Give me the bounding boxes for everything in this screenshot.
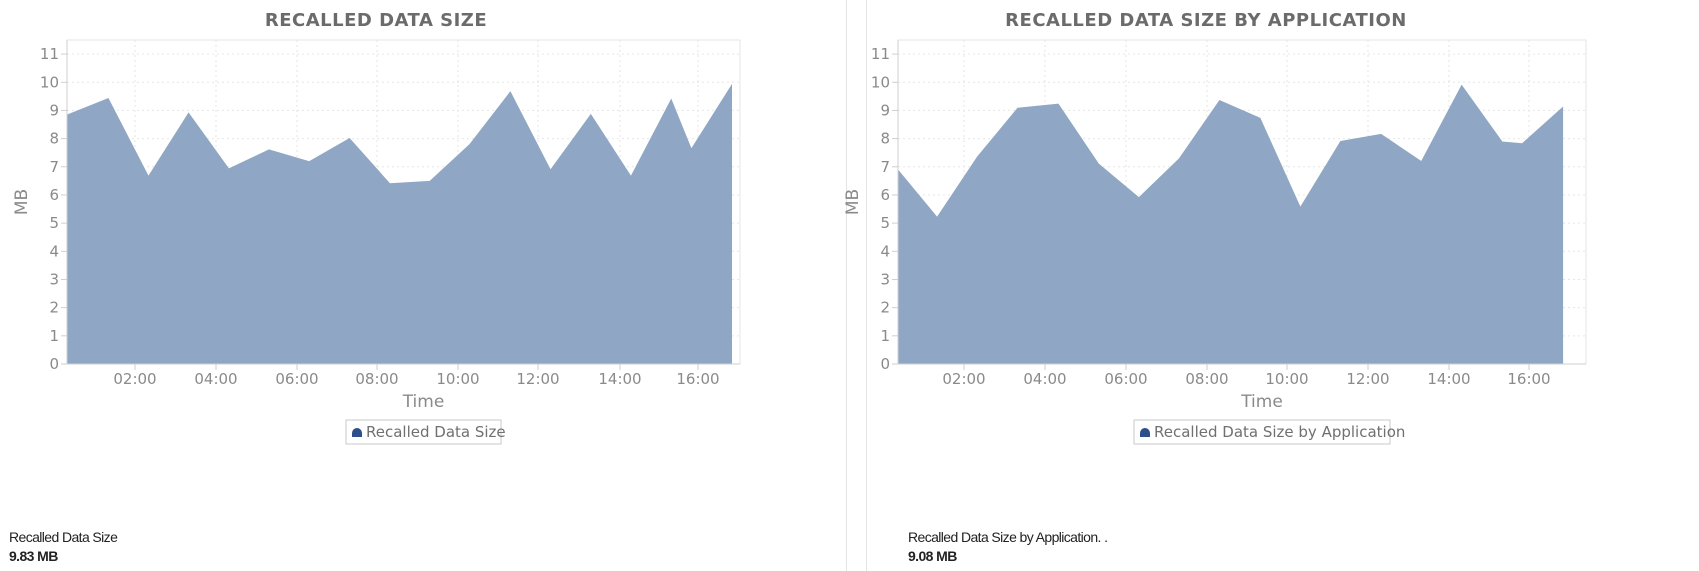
x-tick-label: 10:00 <box>436 370 479 388</box>
x-tick-label: 12:00 <box>516 370 559 388</box>
y-tick-label: 4 <box>880 242 890 260</box>
y-tick-label: 6 <box>49 186 59 204</box>
x-tick-label: 16:00 <box>676 370 719 388</box>
x-tick-label: 14:00 <box>1427 370 1470 388</box>
y-tick-label: 1 <box>49 327 59 345</box>
y-tick-label: 11 <box>871 45 890 63</box>
y-tick-label: 2 <box>49 299 59 317</box>
x-tick-label: 12:00 <box>1346 370 1389 388</box>
summary-recalled-data-size: Recalled Data Size 9.83 MB <box>9 528 118 566</box>
x-axis: 02:00 04:00 06:00 08:00 10:00 12:00 14:00 16:00 <box>898 363 1586 388</box>
x-axis: 02:00 04:00 06:00 08:00 10:00 12:00 14:00 16:00 <box>67 363 740 388</box>
y-tick-label: 7 <box>49 158 59 176</box>
summary-value: 9.08 MB <box>908 548 957 564</box>
y-tick-label: 10 <box>871 73 890 91</box>
chart-title: RECALLED DATA SIZE <box>265 10 487 31</box>
summary-label: Recalled Data Size <box>9 529 118 545</box>
y-tick-label: 7 <box>880 158 890 176</box>
y-tick-label: 8 <box>880 130 890 148</box>
chart-title: RECALLED DATA SIZE BY APPLICATION <box>1005 10 1407 31</box>
x-tick-label: 16:00 <box>1507 370 1550 388</box>
y-tick-label: 5 <box>49 214 59 232</box>
y-axis-label: MB <box>843 189 863 215</box>
chart-panel-recalled-data-size: RECALLED DATA SIZE 0 1 2 3 4 5 6 7 8 9 10 11 02:00 04:… <box>0 0 846 571</box>
legend-box <box>345 419 502 445</box>
y-tick-label: 9 <box>49 101 59 119</box>
legend-marker-icon <box>352 428 362 437</box>
x-tick-label: 04:00 <box>194 370 237 388</box>
y-tick-label: 11 <box>40 45 59 63</box>
summary-label: Recalled Data Size by Application. . <box>908 529 1108 545</box>
y-tick-label: 6 <box>880 186 890 204</box>
chart-recalled-data-size: RECALLED DATA SIZE 0 1 2 3 4 5 6 7 8 9 10 11 02:00 04:… <box>12 10 741 445</box>
area-series-1 <box>897 84 1564 365</box>
y-tick-label: 2 <box>880 299 890 317</box>
x-tick-label: 14:00 <box>598 370 641 388</box>
y-axis-label: MB <box>12 189 32 215</box>
y-tick-label: 8 <box>49 130 59 148</box>
legend: Recalled Data Size <box>345 419 506 445</box>
legend-entry: Recalled Data Size by Application <box>1154 423 1405 441</box>
y-tick-label: 9 <box>880 101 890 119</box>
legend-entry: Recalled Data Size <box>366 423 506 441</box>
y-tick-label: 4 <box>49 242 59 260</box>
y-axis: 0 1 2 3 4 5 6 7 8 9 10 11 <box>40 40 68 373</box>
y-tick-label: 10 <box>40 73 59 91</box>
y-tick-label: 0 <box>49 355 59 373</box>
y-tick-label: 3 <box>880 270 890 288</box>
chart-panel-recalled-data-size-by-application: RECALLED DATA SIZE BY APPLICATION 0 1 2 3 4 5 6… <box>843 0 1699 571</box>
x-axis-label: Time <box>402 392 445 412</box>
y-tick-label: 3 <box>49 270 59 288</box>
x-axis-label: Time <box>1240 392 1283 412</box>
x-tick-label: 02:00 <box>113 370 156 388</box>
y-tick-label: 1 <box>880 327 890 345</box>
legend-marker-icon <box>1140 428 1150 437</box>
y-axis: 0 1 2 3 4 5 6 7 8 9 10 11 <box>871 40 899 373</box>
x-tick-label: 06:00 <box>275 370 318 388</box>
chart-recalled-data-size-by-application: RECALLED DATA SIZE BY APPLICATION 0 1 2 3 4 5 6… <box>843 10 1587 445</box>
x-tick-label: 02:00 <box>942 370 985 388</box>
summary-recalled-data-size-by-application: Recalled Data Size by Application. . 9.0… <box>908 528 1108 566</box>
legend-box <box>1133 419 1391 445</box>
y-tick-label: 0 <box>880 355 890 373</box>
x-tick-label: 04:00 <box>1023 370 1066 388</box>
summary-value: 9.83 MB <box>9 548 58 564</box>
panel-divider <box>846 0 847 571</box>
x-tick-label: 10:00 <box>1265 370 1308 388</box>
y-tick-label: 5 <box>880 214 890 232</box>
legend: Recalled Data Size by Application <box>1133 419 1405 445</box>
area-series-0 <box>66 83 732 365</box>
x-tick-label: 06:00 <box>1104 370 1147 388</box>
panel-divider <box>866 0 867 571</box>
x-tick-label: 08:00 <box>355 370 398 388</box>
x-tick-label: 08:00 <box>1185 370 1228 388</box>
